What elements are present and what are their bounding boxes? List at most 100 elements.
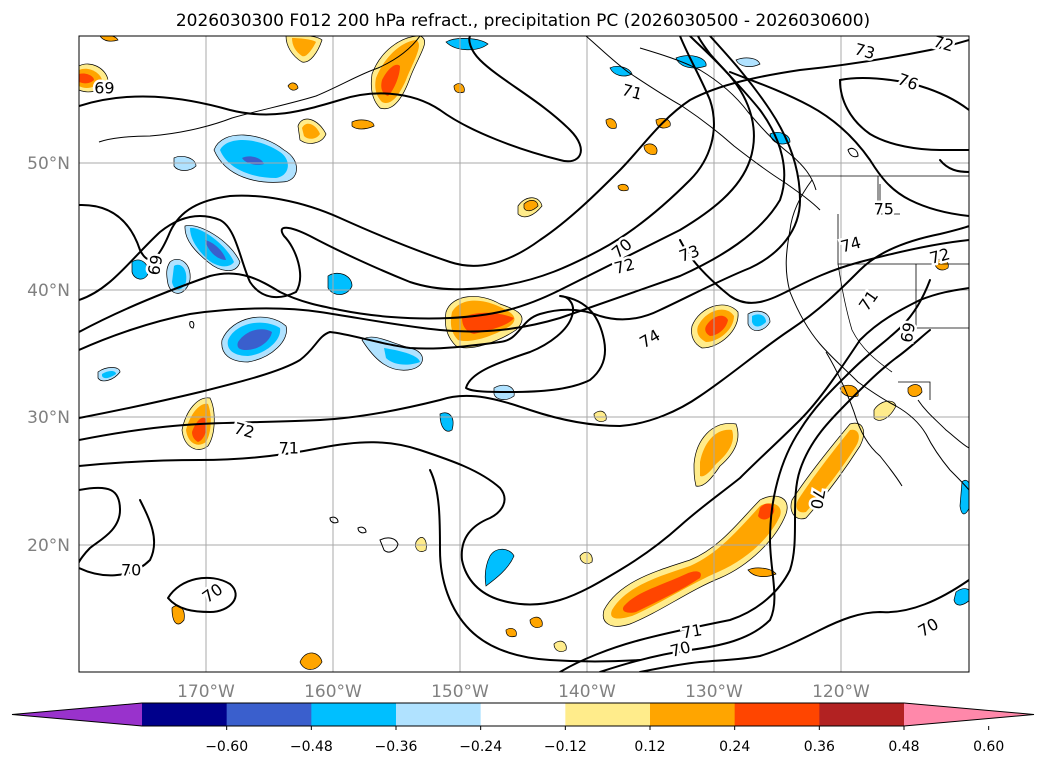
colorbar: −0.60 −0.48 −0.36 −0.24 −0.12 0.12 0.24 0.36 0.4… <box>11 702 1035 755</box>
precip-blob-e2 <box>691 304 739 349</box>
precip-blob-w1 <box>184 225 241 271</box>
colorbar-segment <box>396 703 482 726</box>
contour-label-69: 69 <box>144 253 166 276</box>
lat-label-40: 40°N <box>27 281 70 301</box>
colorbar-segment <box>142 703 228 726</box>
precip-blob-se1 <box>959 479 969 515</box>
contour-label-71: 71 <box>620 80 645 104</box>
precip-blob-mid5 <box>643 143 658 155</box>
precip-blob-n4 <box>735 57 761 67</box>
precip-shading <box>79 36 969 670</box>
colorbar-tick-label: −0.12 <box>544 739 587 755</box>
precip-blob-s1 <box>484 548 515 587</box>
contour-label-70: 70 <box>915 614 942 641</box>
contour-label-70: 70 <box>121 561 141 580</box>
precip-blob-s6 <box>529 616 543 628</box>
contour-label-69: 69 <box>94 79 114 98</box>
precip-blob-c1 <box>361 336 423 371</box>
precip-blob-c3 <box>439 412 454 432</box>
precip-blob-nw4 <box>297 118 327 144</box>
precip-blob-n1 <box>445 38 489 51</box>
colorbar-tick-label: −0.24 <box>459 739 502 755</box>
colorbar-tick-label: 0.36 <box>804 739 835 755</box>
longitude-labels: 170°W 160°W 150°W 140°W 130°W 120°W <box>177 682 870 702</box>
colorbar-segment <box>650 703 736 726</box>
precip-blob-nw3 <box>79 63 109 93</box>
contour-label-69: 69 <box>897 321 919 344</box>
precip-blob-nw1 <box>285 36 323 63</box>
precip-blob-mid1 <box>444 296 523 349</box>
precip-blob-nw7 <box>453 83 465 94</box>
contour-label-70: 70 <box>807 487 829 510</box>
precip-blob-s5 <box>579 551 593 564</box>
colorbar-tick-label: −0.60 <box>205 739 248 755</box>
contour-label-74: 74 <box>838 233 863 257</box>
coastlines <box>98 36 969 553</box>
precip-blob-band <box>602 495 788 627</box>
precip-blob-nw5 <box>351 119 375 130</box>
political-borders <box>798 175 969 400</box>
colorbar-segment <box>311 703 397 726</box>
precip-blob-w5 <box>97 367 121 382</box>
colorbar-tick-label: 0.60 <box>973 739 1004 755</box>
lat-label-20: 20°N <box>27 536 70 556</box>
precip-blob-e1 <box>747 310 771 331</box>
precip-blob-gulf <box>370 36 425 110</box>
colorbar-extend-low <box>12 703 142 726</box>
contour-label-74: 74 <box>636 325 663 352</box>
contour-label-75: 75 <box>874 199 894 218</box>
graticule <box>79 36 969 672</box>
precip-blob-s4 <box>415 537 427 552</box>
colorbar-tick-label: 0.48 <box>888 739 919 755</box>
precip-blob-mid6 <box>617 184 629 192</box>
lat-label-30: 30°N <box>27 408 70 428</box>
precip-blob-se2 <box>953 588 969 606</box>
chart-title: 2026030300 F012 200 hPa refract., precip… <box>176 11 870 31</box>
colorbar-segment <box>819 703 905 726</box>
contour-label-70: 70 <box>199 580 227 607</box>
lon-label-130w: 130°W <box>685 682 743 702</box>
precip-blob-e7 <box>907 384 923 397</box>
precip-blob-nw2 <box>99 36 119 42</box>
precip-blob-nw6 <box>287 82 299 91</box>
precip-blob-mid3 <box>523 200 539 212</box>
precip-blob-s8 <box>505 628 517 638</box>
colorbar-tick-label: 0.24 <box>719 739 750 755</box>
refractivity-contours <box>79 36 969 672</box>
precip-blob-aleutian <box>213 134 297 183</box>
colorbar-tick-label: 0.12 <box>634 739 665 755</box>
colorbar-segment <box>734 703 820 726</box>
lat-label-50: 50°N <box>27 154 70 174</box>
lon-label-140w: 140°W <box>558 682 616 702</box>
contour-label-72: 72 <box>612 254 637 278</box>
precip-blob-w3 <box>131 259 149 280</box>
lon-label-170w: 170°W <box>177 682 235 702</box>
colorbar-segment <box>480 703 566 726</box>
lon-label-120w: 120°W <box>812 682 870 702</box>
lon-label-160w: 160°W <box>304 682 362 702</box>
colorbar-tick-label: −0.48 <box>290 739 333 755</box>
precip-blob-mid4 <box>605 118 617 129</box>
precip-blob-s7 <box>553 640 567 652</box>
colorbar-tick-label: −0.36 <box>375 739 418 755</box>
precip-blob-w6 <box>327 272 353 295</box>
contour-label-76: 76 <box>895 69 921 94</box>
colorbar-extend-high <box>904 703 1034 726</box>
precip-blob-e4 <box>747 567 777 577</box>
contour-label-73: 73 <box>676 241 702 266</box>
plot-frame <box>78 35 970 673</box>
precip-blob-s2 <box>299 652 323 670</box>
precip-blob-band2 <box>790 422 864 520</box>
contour-label-72: 72 <box>232 419 257 443</box>
precip-blob-w4 <box>221 316 287 363</box>
precip-blob-n2 <box>609 66 633 77</box>
precip-blob-e3 <box>693 423 739 487</box>
contour-label-71: 71 <box>855 287 882 315</box>
precip-blob-c5 <box>593 410 607 422</box>
precip-blob-e8 <box>933 258 949 271</box>
colorbar-segment <box>565 703 651 726</box>
colorbar-outline <box>11 702 1035 727</box>
contour-label-72: 72 <box>931 32 956 56</box>
